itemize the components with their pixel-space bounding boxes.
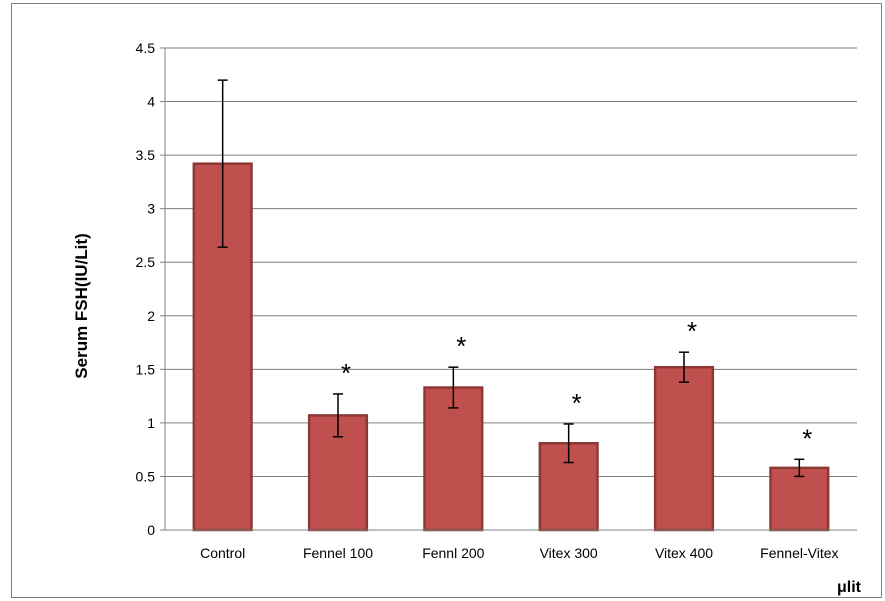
error-bars xyxy=(217,79,805,478)
y-tick-label: 4.5 xyxy=(136,40,156,56)
x-axis-ticks: Control Fennel 100 Fennl 200 Vitex 300 Vitex… xyxy=(200,545,838,561)
bar xyxy=(653,365,715,532)
y-axis-label: Serum FSH(IU/Lit) xyxy=(72,233,91,378)
x-tick-label: Vitex 300 xyxy=(540,545,598,561)
x-tick-label: Fennel 100 xyxy=(303,545,373,561)
y-tick-label: 0.5 xyxy=(136,468,156,484)
y-tick-label: 0 xyxy=(147,522,155,538)
bars xyxy=(192,162,830,532)
x-tick-label: Fennl 200 xyxy=(422,545,484,561)
significance-star: * xyxy=(802,423,812,453)
bar xyxy=(423,386,484,532)
y-tick-label: 2.5 xyxy=(136,254,156,270)
y-tick-label: 3.5 xyxy=(136,147,156,163)
y-tick-label: 3 xyxy=(147,201,155,217)
significance-markers: * * * * * xyxy=(341,316,812,453)
significance-star: * xyxy=(341,358,351,388)
gridlines xyxy=(165,47,857,477)
y-axis-ticks: 0 0.5 1 1.5 2 2.5 3 3.5 4 4.5 xyxy=(136,40,165,538)
x-axis-unit-label: μlit xyxy=(837,579,862,596)
y-tick-label: 2 xyxy=(147,308,155,324)
significance-star: * xyxy=(687,316,697,346)
bar-chart: 0 0.5 1 1.5 2 2.5 3 3.5 4 4.5 * * * * * Control Fennel… xyxy=(72,40,862,596)
y-tick-label: 1 xyxy=(147,415,155,431)
x-tick-label: Control xyxy=(200,545,245,561)
x-tick-label: Vitex 400 xyxy=(655,545,713,561)
y-tick-label: 4 xyxy=(147,94,155,110)
significance-star: * xyxy=(456,331,466,361)
bar xyxy=(769,466,830,532)
y-tick-label: 1.5 xyxy=(136,361,156,377)
x-tick-label: Fennel-Vitex xyxy=(760,545,838,561)
chart-frame: 0 0.5 1 1.5 2 2.5 3 3.5 4 4.5 * * * * * Control Fennel… xyxy=(11,3,882,598)
significance-star: * xyxy=(572,388,582,418)
